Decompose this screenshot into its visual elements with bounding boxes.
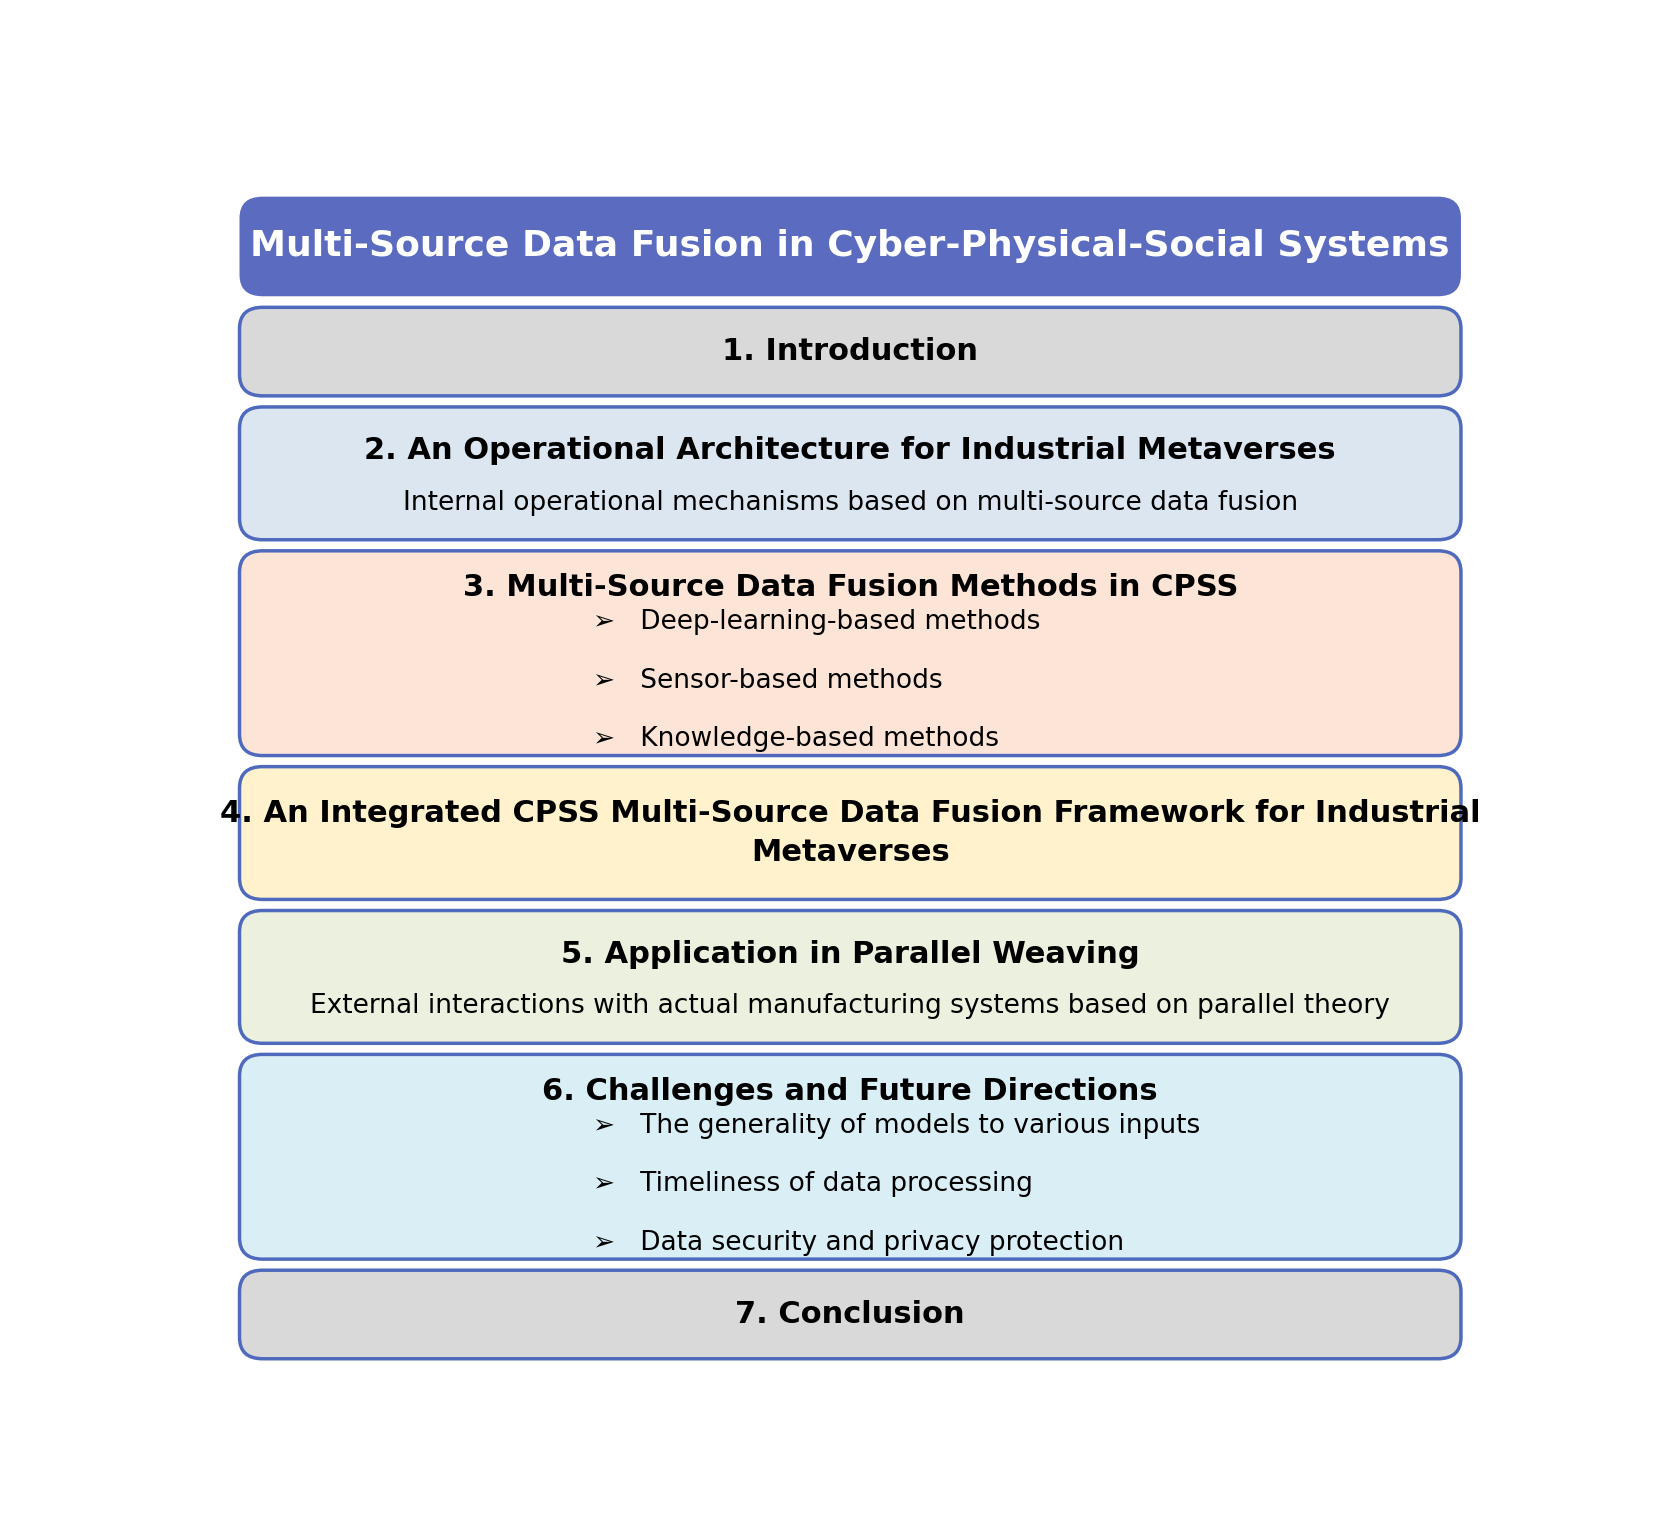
Text: 7. Conclusion: 7. Conclusion	[735, 1300, 966, 1329]
Text: 4. An Integrated CPSS Multi-Source Data Fusion Framework for Industrial
Metavers: 4. An Integrated CPSS Multi-Source Data …	[221, 799, 1480, 867]
FancyBboxPatch shape	[239, 910, 1462, 1043]
Text: ➢   The generality of models to various inputs: ➢ The generality of models to various in…	[594, 1113, 1201, 1140]
Text: ➢   Knowledge-based methods: ➢ Knowledge-based methods	[594, 727, 999, 752]
FancyBboxPatch shape	[239, 197, 1462, 296]
Text: 3. Multi-Source Data Fusion Methods in CPSS: 3. Multi-Source Data Fusion Methods in C…	[463, 573, 1238, 602]
FancyBboxPatch shape	[239, 308, 1462, 396]
Text: 5. Application in Parallel Weaving: 5. Application in Parallel Weaving	[561, 939, 1140, 969]
Text: ➢   Sensor-based methods: ➢ Sensor-based methods	[594, 668, 942, 695]
Text: ➢   Deep-learning-based methods: ➢ Deep-learning-based methods	[594, 610, 1040, 636]
Text: External interactions with actual manufacturing systems based on parallel theory: External interactions with actual manufa…	[310, 993, 1390, 1019]
Text: ➢   Timeliness of data processing: ➢ Timeliness of data processing	[594, 1172, 1034, 1198]
Text: 6. Challenges and Future Directions: 6. Challenges and Future Directions	[542, 1076, 1158, 1106]
FancyBboxPatch shape	[239, 551, 1462, 756]
Text: 2. An Operational Architecture for Industrial Metaverses: 2. An Operational Architecture for Indus…	[365, 436, 1335, 465]
Text: ➢   Data security and privacy protection: ➢ Data security and privacy protection	[594, 1230, 1125, 1255]
FancyBboxPatch shape	[239, 407, 1462, 539]
Text: Multi-Source Data Fusion in Cyber-Physical-Social Systems: Multi-Source Data Fusion in Cyber-Physic…	[251, 229, 1450, 263]
FancyBboxPatch shape	[239, 1270, 1462, 1358]
Text: 1. Introduction: 1. Introduction	[722, 337, 979, 367]
FancyBboxPatch shape	[239, 767, 1462, 899]
FancyBboxPatch shape	[239, 1055, 1462, 1260]
Text: Internal operational mechanisms based on multi-source data fusion: Internal operational mechanisms based on…	[403, 490, 1297, 516]
